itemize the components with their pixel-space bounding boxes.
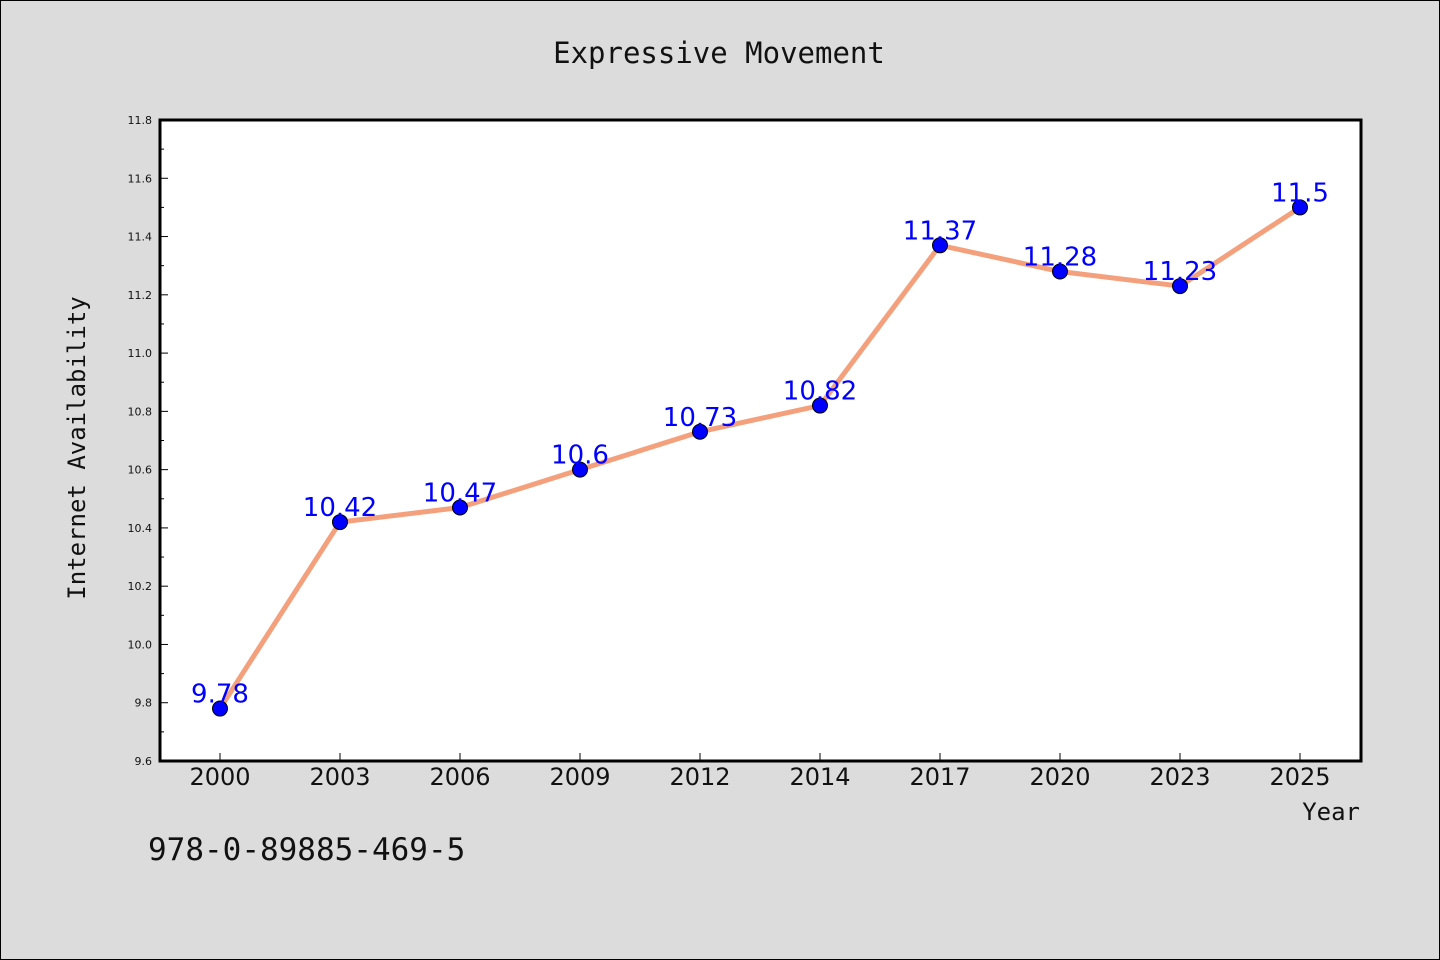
data-label: 10.73 xyxy=(663,403,737,433)
x-tick-label: 2006 xyxy=(429,763,490,791)
series-layer xyxy=(212,199,1308,717)
data-point xyxy=(572,461,588,478)
isbn-code: 978-0-89885-469-5 xyxy=(148,832,466,868)
x-axis-title: Year xyxy=(1302,798,1360,826)
y-tick-label: 11.6 xyxy=(128,172,153,185)
x-tick-label: 2000 xyxy=(189,763,250,791)
y-tick-label: 11.0 xyxy=(128,347,153,360)
x-tick-label: 2025 xyxy=(1269,763,1330,791)
data-label: 10.42 xyxy=(303,493,377,523)
x-axis: 2000 2003 2006 2009 2012 2014 2017 2020 2023 2025 xyxy=(189,753,1331,791)
data-label: 11.23 xyxy=(1143,257,1217,287)
y-tick-label: 10.6 xyxy=(128,464,153,477)
data-point xyxy=(1292,199,1308,216)
y-tick-label: 10.2 xyxy=(128,580,153,593)
data-point xyxy=(332,514,348,531)
y-tick-label: 11.8 xyxy=(128,114,153,127)
x-tick-label: 2023 xyxy=(1149,763,1210,791)
x-tick-label: 2017 xyxy=(909,763,970,791)
data-point xyxy=(1052,263,1068,280)
x-tick-label: 2020 xyxy=(1029,763,1090,791)
y-axis: 9.6 9.8 10.0 10.2 10.4 10.6 10.8 11.0 11.2 11.4 11… xyxy=(128,114,168,768)
y-tick-label: 10.4 xyxy=(128,522,153,535)
data-label: 10.47 xyxy=(423,479,497,509)
x-tick-label: 2003 xyxy=(309,763,370,791)
y-tick-label: 9.8 xyxy=(135,697,153,710)
data-point xyxy=(1172,278,1188,295)
data-label: 10.6 xyxy=(551,441,609,471)
data-point xyxy=(692,423,708,440)
data-point xyxy=(812,397,828,414)
data-labels: 9.78 10.42 10.47 10.6 10.73 10.82 11.37 11.28 11… xyxy=(191,178,1329,709)
y-tick-label: 11.4 xyxy=(128,231,153,244)
data-point xyxy=(932,237,948,254)
series-line xyxy=(217,205,1302,710)
y-tick-label: 11.2 xyxy=(128,289,153,302)
y-axis-title: Internet Availability xyxy=(63,296,91,599)
x-tick-label: 2014 xyxy=(789,763,850,791)
data-label: 11.37 xyxy=(903,216,977,246)
y-tick-label: 10.8 xyxy=(128,405,153,418)
y-tick-label: 9.6 xyxy=(135,755,153,768)
data-point xyxy=(212,700,228,717)
data-label: 10.82 xyxy=(783,377,857,407)
data-label: 11.28 xyxy=(1023,243,1097,273)
data-label: 9.78 xyxy=(191,680,249,710)
x-tick-label: 2012 xyxy=(669,763,730,791)
data-point xyxy=(452,499,468,516)
plot-area xyxy=(158,118,1363,763)
chart-title: Expressive Movement xyxy=(553,36,885,70)
data-label: 11.5 xyxy=(1271,178,1329,208)
x-tick-label: 2009 xyxy=(549,763,610,791)
y-tick-label: 10.0 xyxy=(128,638,153,651)
